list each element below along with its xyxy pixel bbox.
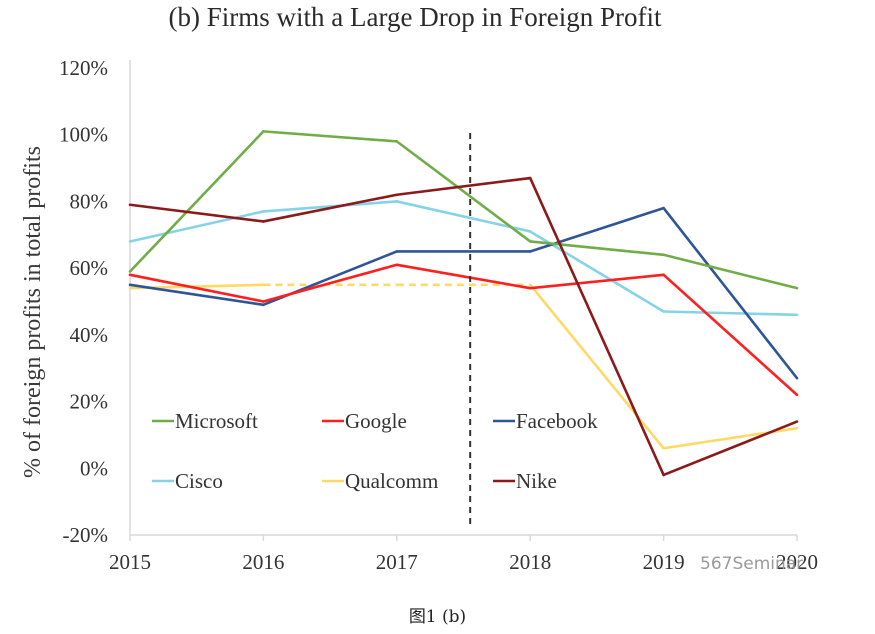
legend-label-google: Google [345,409,407,433]
series-microsoft-segment [395,140,532,243]
series-google-segment [262,263,399,303]
series-cisco-segment [662,310,799,317]
y-ticks: -20% 0% 20% 40% 60% 80% 100% 120% [59,56,108,547]
y-tick-label: 60% [70,256,109,280]
x-tick-label: 2019 [643,550,685,574]
series-nike-segment [662,420,799,477]
x-ticks: 2015 2016 2017 2018 2019 2020 [109,535,818,574]
series-microsoft-segment [128,130,265,273]
series-cisco-segment [262,200,399,213]
y-tick-label: 0% [80,456,108,480]
x-tick-label: 2015 [109,550,151,574]
series-qualcomm-segment [528,283,665,450]
series-facebook-segment [662,206,799,380]
y-tick-label: 20% [70,390,109,414]
watermark: 567Seminar [700,554,803,574]
series-nike-segment [528,176,665,477]
legend-label-microsoft: Microsoft [175,409,258,433]
series-google-segment [528,273,665,290]
y-tick-label: 80% [70,189,109,213]
legend-label-facebook: Facebook [516,409,598,433]
y-axis-title: % of foreign profits in total profits [20,146,46,478]
series-microsoft-segment [262,130,399,143]
series-microsoft-segment [528,240,665,257]
legend-label-qualcomm: Qualcomm [345,469,438,493]
series-facebook-segment [528,206,665,253]
series-lines [128,130,799,477]
y-tick-label: 100% [59,123,108,147]
axes [129,60,797,536]
y-tick-label: 120% [59,56,108,80]
series-qualcomm-segment [662,426,799,450]
y-tick-label: -20% [63,523,109,547]
series-google-segment [662,273,799,397]
series-nike-segment [262,193,399,223]
series-google-segment [395,263,532,290]
series-cisco-segment [395,200,532,233]
x-tick-label: 2018 [509,550,551,574]
legend-label-cisco: Cisco [175,469,223,493]
series-nike-segment [128,203,265,223]
series-facebook-segment [128,283,265,307]
chart-title: (b) Firms with a Large Drop in Foreign P… [169,2,662,32]
x-tick-label: 2017 [376,550,418,574]
legend-label-nike: Nike [516,469,557,493]
x-tick-label: 2020 [776,550,818,574]
legend: Microsoft Google Facebook Cisco Qualcomm Nike [152,409,598,493]
x-tick-label: 2016 [242,550,284,574]
series-google-segment [128,273,265,303]
y-tick-label: 40% [70,323,109,347]
figure-caption: 图1 (b) [408,607,467,627]
series-cisco-segment [128,210,265,243]
series-microsoft-segment [662,253,799,290]
series-nike-segment [395,176,532,197]
